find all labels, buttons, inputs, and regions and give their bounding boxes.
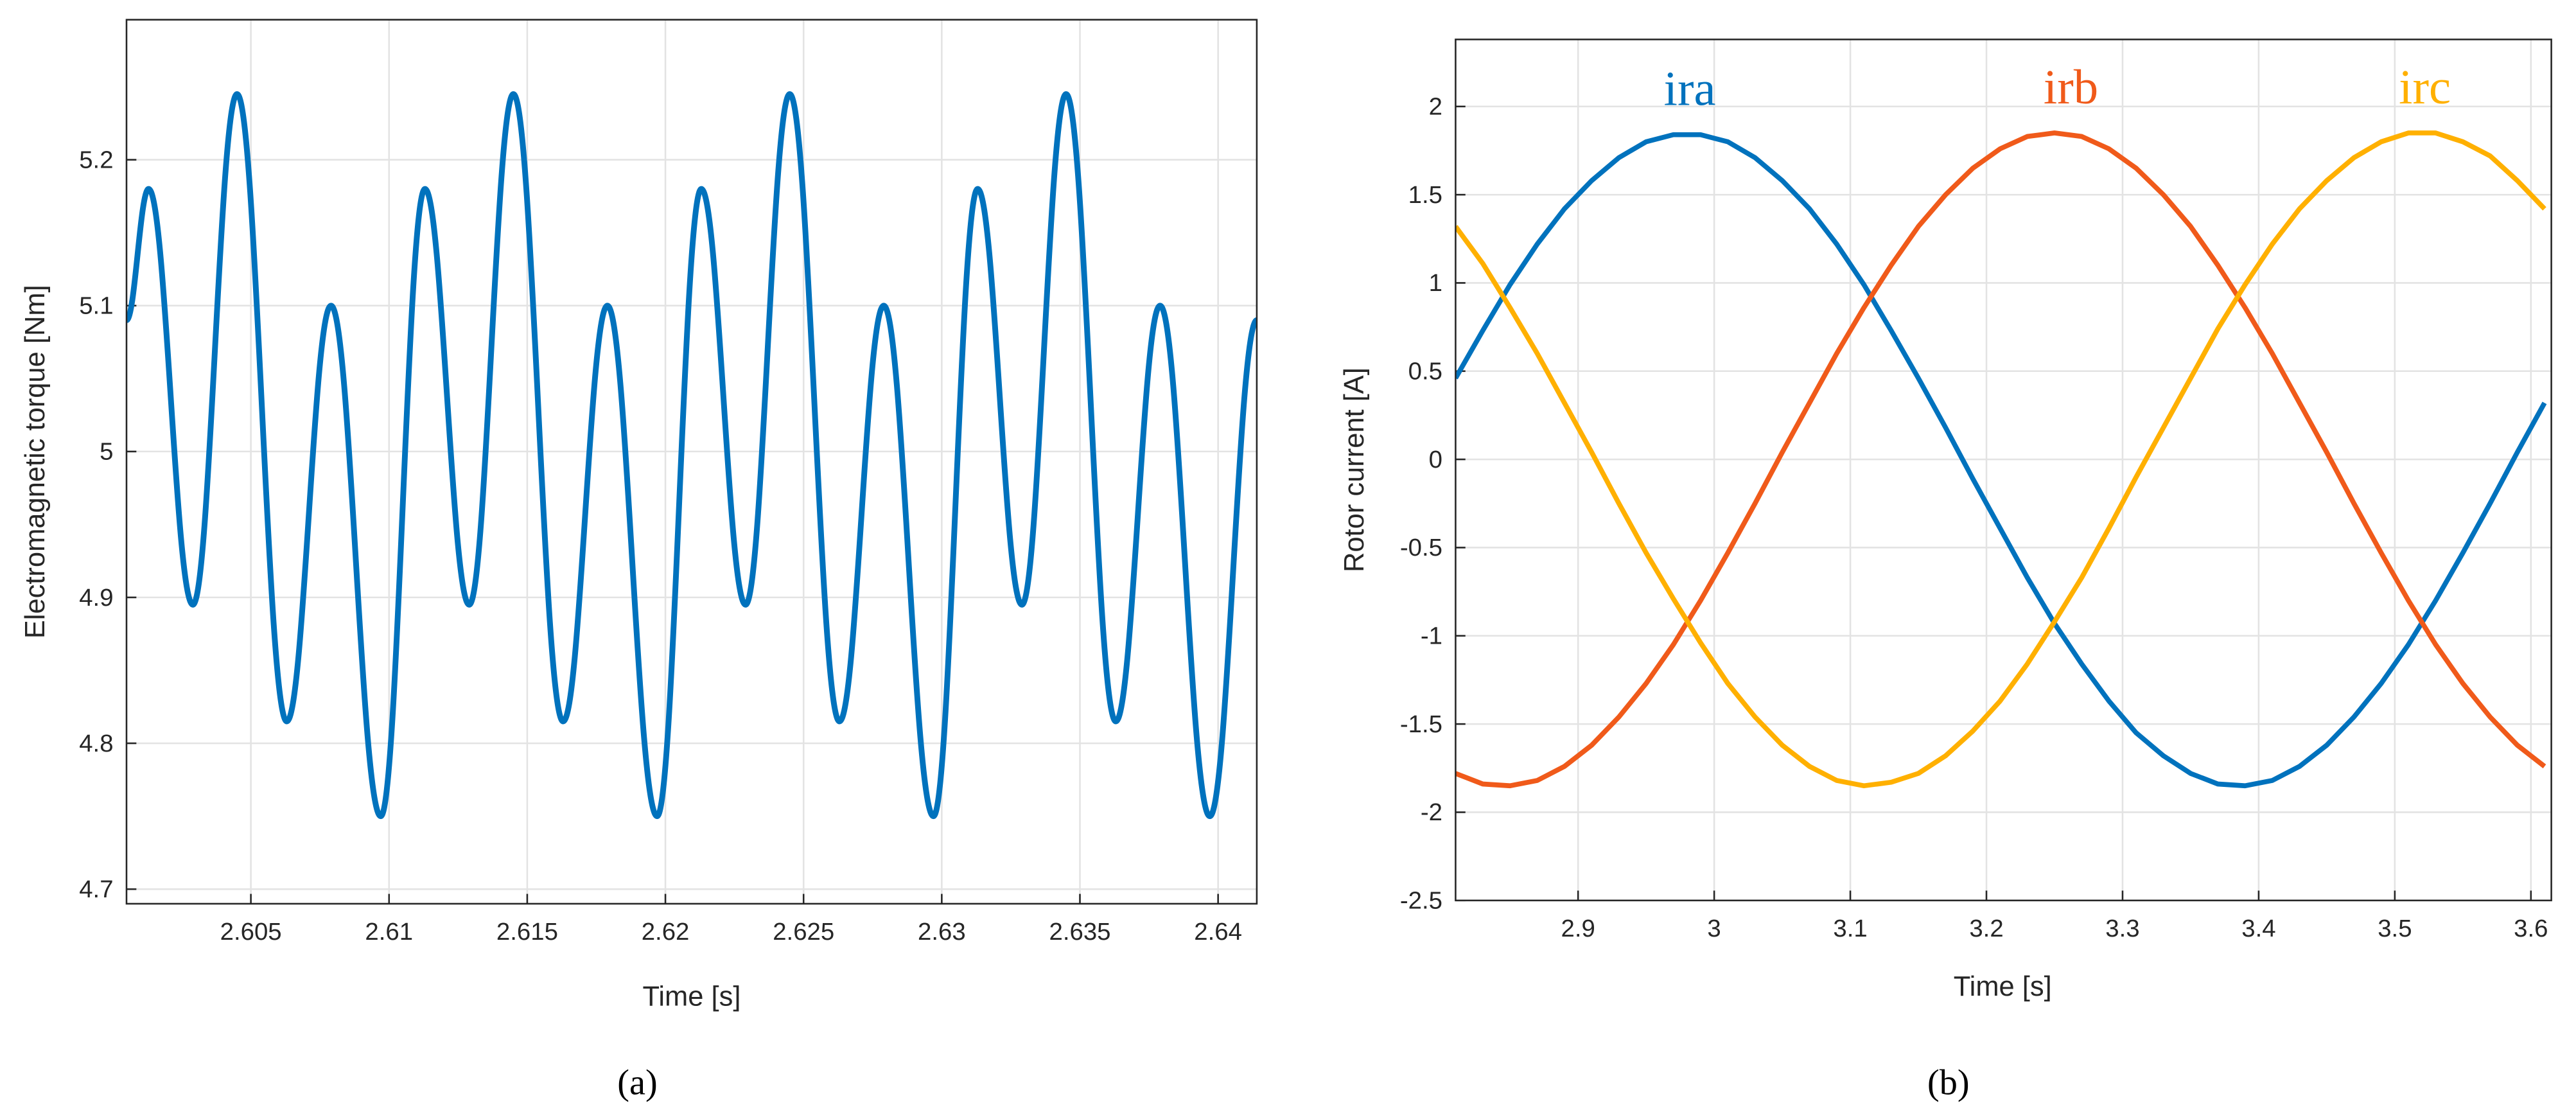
y-tick-label: 4.8 <box>79 730 113 757</box>
plot-frame <box>1455 39 2552 902</box>
series-label: irc <box>2399 60 2451 114</box>
x-tick-label: 2.9 <box>1561 915 1595 942</box>
y-tick-label: -1 <box>1421 622 1442 650</box>
y-axis-title: Electromagnetic torque [Nm] <box>20 285 51 639</box>
x-tick-label: 3.6 <box>2514 915 2548 942</box>
x-tick-label: 3.5 <box>2378 915 2412 942</box>
panel-label: (b) <box>1927 1063 1970 1103</box>
y-tick-label: -1.5 <box>1400 710 1442 738</box>
x-tick-label: 2.61 <box>365 918 413 946</box>
y-axis-title: Rotor current [A] <box>1339 367 1370 572</box>
x-axis-title: Time [s] <box>1954 971 2052 1002</box>
y-tick-label: 2 <box>1429 93 1442 121</box>
series-label: irb <box>2044 60 2098 114</box>
plot-frame <box>125 19 1258 905</box>
y-tick-label: 1 <box>1429 269 1442 297</box>
x-tick-label: 2.64 <box>1194 918 1242 946</box>
series-label: ira <box>1664 62 1716 116</box>
data-line <box>1455 132 2547 789</box>
y-tick-label: 5 <box>100 438 113 466</box>
y-tick-label: -0.5 <box>1400 534 1442 561</box>
y-tick-label: -2.5 <box>1400 887 1442 915</box>
y-tick-label: 5.2 <box>79 146 113 173</box>
x-tick-label: 3.3 <box>2105 915 2139 942</box>
plot-area <box>126 19 1257 904</box>
x-tick-label: 2.62 <box>642 918 690 946</box>
y-tick-label: 1.5 <box>1408 181 1442 209</box>
y-tick-label: 0 <box>1429 446 1442 473</box>
x-tick-label: 3.4 <box>2241 915 2275 942</box>
x-tick-label: 3.2 <box>1969 915 2003 942</box>
x-tick-label: 3.1 <box>1833 915 1867 942</box>
y-tick-label: 4.7 <box>79 876 113 903</box>
x-tick-label: 2.635 <box>1049 918 1111 946</box>
x-tick-label: 2.615 <box>496 918 558 946</box>
data-line <box>1455 130 2546 789</box>
x-axis-title: Time [s] <box>642 981 740 1012</box>
data-line <box>1455 130 2546 789</box>
y-tick-label: 0.5 <box>1408 358 1442 385</box>
x-tick-label: 2.625 <box>773 918 834 946</box>
plot-area <box>1455 39 2552 901</box>
y-tick-label: 5.1 <box>79 292 113 320</box>
y-tick-label: 4.9 <box>79 584 113 612</box>
x-tick-label: 2.605 <box>220 918 282 946</box>
data-line <box>126 91 1257 820</box>
x-tick-label: 2.63 <box>918 918 966 946</box>
x-tick-label: 3 <box>1707 915 1721 942</box>
y-tick-label: -2 <box>1421 798 1442 826</box>
panel-label: (a) <box>617 1063 657 1103</box>
